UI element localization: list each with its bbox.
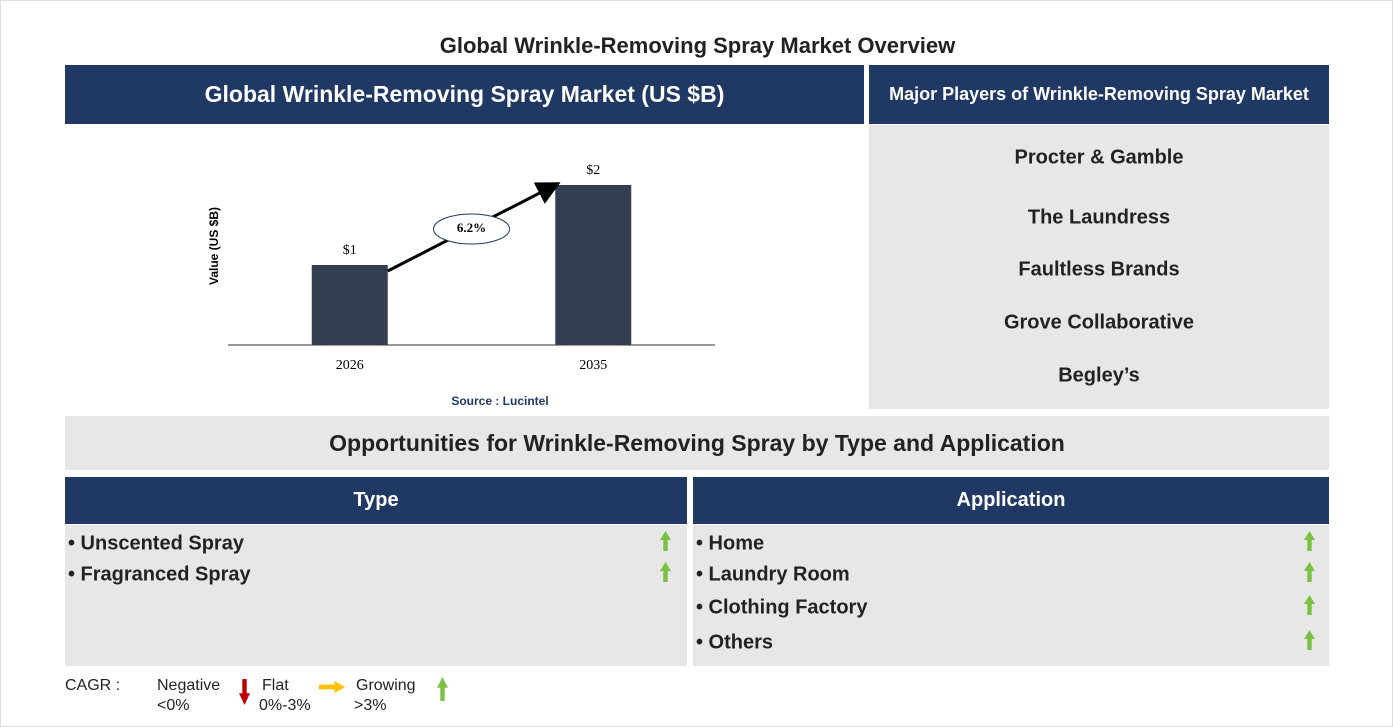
players-header: Major Players of Wrinkle-Removing Spray … xyxy=(869,65,1329,124)
player-name: The Laundress xyxy=(1027,206,1171,229)
y-axis-label: Value (US $B) xyxy=(207,207,221,285)
chart-header: Global Wrinkle-Removing Spray Market (US… xyxy=(65,65,864,124)
application-panel xyxy=(693,525,1329,666)
bar xyxy=(555,185,632,345)
legend-growing-range: >3% xyxy=(354,697,387,714)
player-name: Grove Collaborative xyxy=(1003,311,1195,334)
right-arrow-icon xyxy=(319,681,345,693)
cagr-bubble xyxy=(433,213,510,245)
application-header: Application xyxy=(693,477,1329,524)
up-arrow-icon xyxy=(1304,531,1315,551)
source: Source : Lucintel xyxy=(451,394,548,408)
up-arrow-icon xyxy=(1304,630,1315,650)
application-item: • Home xyxy=(696,532,765,555)
x-tick-label: 2035 xyxy=(579,358,607,373)
legend-negative: Negative xyxy=(157,677,221,694)
up-arrow-icon xyxy=(437,677,448,701)
application-item: • Others xyxy=(696,631,774,654)
player-name: Faultless Brands xyxy=(1018,258,1180,281)
bar xyxy=(311,265,388,345)
type-item: • Unscented Spray xyxy=(68,532,244,555)
opportunities-header: Opportunities for Wrinkle-Removing Spray… xyxy=(65,416,1329,470)
value-label: $1 xyxy=(343,243,357,258)
player-name: Begley’s xyxy=(1058,364,1140,387)
player-name: Procter & Gamble xyxy=(1014,146,1184,169)
legend-label: CAGR : xyxy=(65,677,121,694)
up-arrow-icon xyxy=(1304,595,1315,615)
type-item: • Fragranced Spray xyxy=(68,563,251,586)
type-header: Type xyxy=(65,477,687,524)
type-panel xyxy=(65,525,687,666)
page-title: Global Wrinkle-Removing Spray Market Ove… xyxy=(439,33,956,58)
application-item: • Laundry Room xyxy=(696,563,850,586)
application-item: • Clothing Factory xyxy=(696,596,868,619)
up-arrow-icon xyxy=(1304,562,1315,582)
legend-flat-range: 0%-3% xyxy=(259,697,311,714)
down-arrow-icon xyxy=(239,679,250,705)
cagr-label: 6.2% xyxy=(457,220,486,235)
players-panel xyxy=(869,125,1329,409)
x-tick-label: 2026 xyxy=(336,358,364,373)
legend-flat: Flat xyxy=(262,677,289,694)
value-label: $2 xyxy=(586,163,600,178)
legend-growing: Growing xyxy=(356,677,416,694)
up-arrow-icon xyxy=(660,562,671,582)
chart: Value (US $B) Source : Lucintel 2026 $1 20… xyxy=(207,163,715,408)
up-arrow-icon xyxy=(660,531,671,551)
legend-negative-range: <0% xyxy=(157,697,190,714)
